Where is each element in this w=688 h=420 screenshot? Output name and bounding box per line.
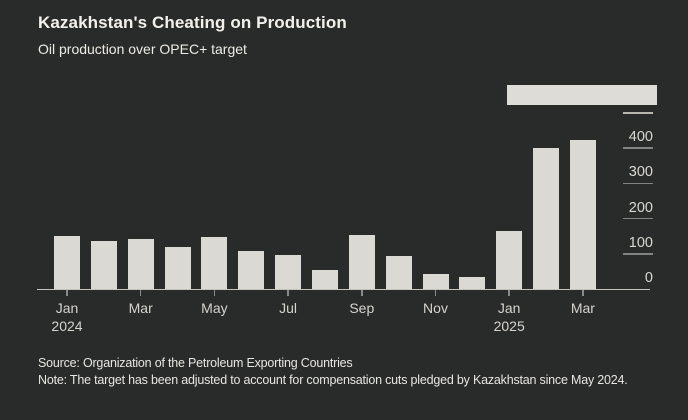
footnotes: Source: Organization of the Petroleum Ex… [38,355,656,388]
bar [164,247,191,289]
source-note: Source: Organization of the Petroleum Ex… [38,356,353,370]
bar [201,237,228,289]
bar [422,273,449,289]
x-axis-label: Mar [128,300,153,316]
x-axis-tick [582,290,584,296]
bar [90,241,117,289]
x-axis-label: Sep [349,300,375,316]
x-axis-label: Jan 2025 [477,300,541,334]
y-axis-label: 300 [628,164,653,181]
y-axis-tick-line [623,147,653,149]
bar [385,255,412,289]
x-axis-tick [66,290,68,296]
y-axis-tick-line [623,182,653,185]
methodology-note: Note: The target has been adjusted to ac… [38,372,628,387]
y-axis-top-line [623,112,653,114]
x-axis-label: Nov [423,300,448,316]
x-axis-tick [434,290,437,296]
x-axis-label: Mar [570,300,595,316]
y-axis-label: 0 [644,270,653,286]
bar [54,236,80,289]
y-axis-tick-line [623,253,653,255]
x-axis-label: Jan 2024 [35,300,99,334]
chart-subtitle: Oil production over OPEC+ target [38,41,247,57]
x-axis-label: May [201,300,228,316]
x-axis-tick [213,290,216,296]
y-axis-tick-line [623,217,653,220]
bar [459,277,486,289]
chart-title: Kazakhstan's Cheating on Production [38,13,347,32]
x-axis-year-label: 2024 [51,318,83,334]
bar [496,231,523,289]
bar [275,254,302,289]
x-axis-tick [508,290,510,296]
bar [348,235,375,289]
x-axis-tick [361,290,363,296]
bar [311,269,338,289]
x-axis-tick [139,290,142,296]
bar [238,250,265,289]
bar [533,148,560,289]
bar [569,140,596,289]
x-axis-year-label: 2025 [493,318,525,334]
x-axis-label: Jul [279,300,298,316]
y-axis-label: 400 [628,129,653,146]
x-axis-tick [287,290,289,296]
highlight-bar [507,85,657,105]
y-axis-label: 200 [628,199,653,216]
bar [127,238,154,289]
x-axis-line [37,288,650,290]
y-axis-label: 100 [628,234,653,251]
